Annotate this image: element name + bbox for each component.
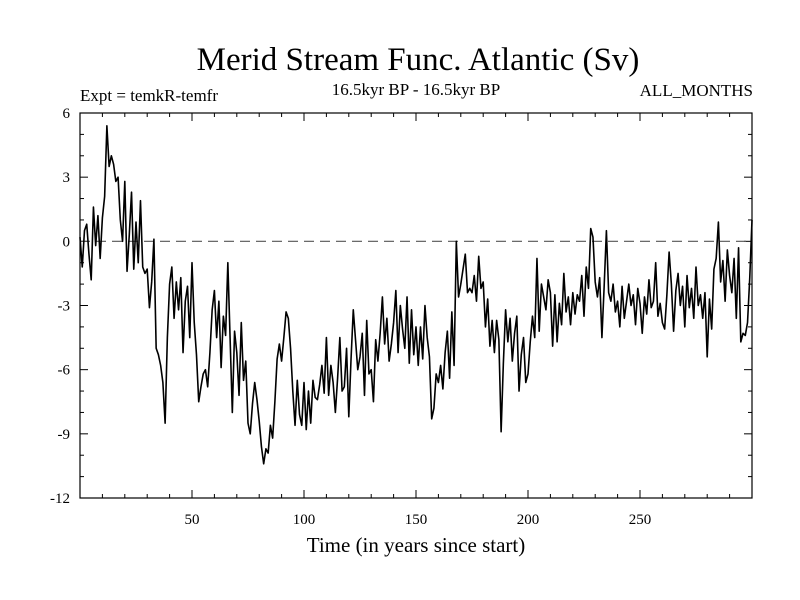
y-tick-label: -6 [58, 363, 71, 379]
x-axis: 50 100 150 200 250 [101, 113, 731, 528]
subtitle-experiment: Expt = temkR-temfr [80, 86, 218, 105]
x-tick-label: 250 [629, 512, 652, 528]
y-tick-label: -9 [58, 427, 71, 443]
x-tick-label: 200 [517, 512, 540, 528]
y-tick-label: 6 [63, 106, 71, 122]
y-tick-label: -3 [58, 299, 71, 315]
x-tick-label: 50 [185, 512, 200, 528]
subtitle-months: ALL_MONTHS [640, 81, 753, 100]
series-line-stream-function [79, 125, 753, 465]
y-tick-label: -12 [50, 491, 70, 507]
x-tick-label: 100 [293, 512, 316, 528]
y-tick-label: 0 [63, 234, 71, 250]
x-tick-label: 150 [405, 512, 428, 528]
y-axis: -12 -9 -6 -3 0 3 6 [50, 106, 752, 507]
x-axis-label: Time (in years since start) [307, 533, 526, 557]
chart-title: Merid Stream Func. Atlantic (Sv) [197, 42, 640, 78]
subtitle-period: 16.5kyr BP - 16.5kyr BP [332, 80, 500, 99]
y-tick-label: 3 [63, 170, 71, 186]
